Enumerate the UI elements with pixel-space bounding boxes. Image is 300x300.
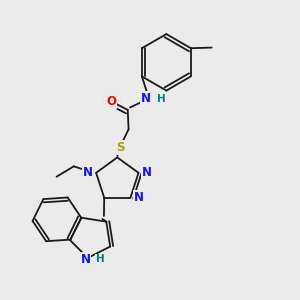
Text: N: N xyxy=(83,166,93,179)
Text: H: H xyxy=(96,254,105,264)
Text: N: N xyxy=(134,191,144,204)
Text: S: S xyxy=(116,141,124,154)
Text: N: N xyxy=(142,166,152,179)
Text: H: H xyxy=(157,94,165,104)
Text: N: N xyxy=(140,92,151,105)
Text: N: N xyxy=(80,253,90,266)
Text: O: O xyxy=(106,95,116,108)
